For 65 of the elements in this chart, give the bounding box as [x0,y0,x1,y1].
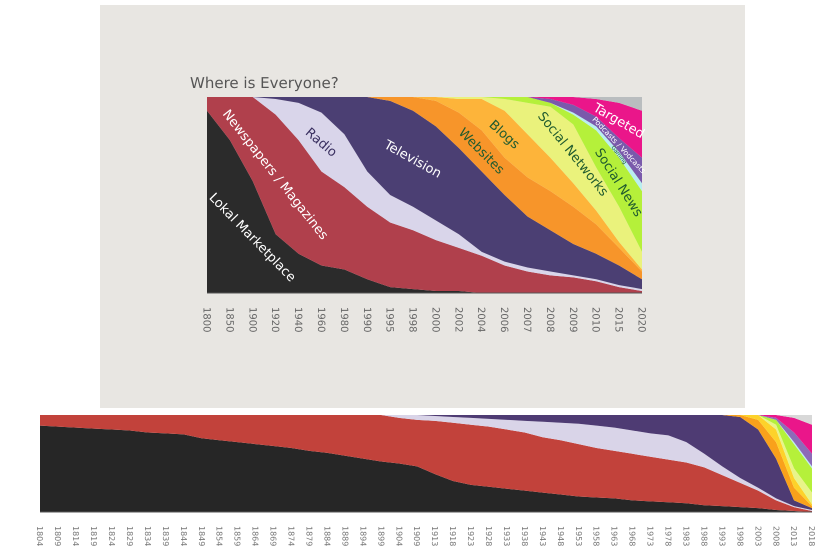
x-tick-label: 1938 [520,526,529,546]
x-tick-label: 1854 [214,526,224,546]
x-tick-label: 1980 [338,307,349,332]
x-tick-label: 2003 [753,526,762,546]
x-tick-label: 1958 [592,526,601,546]
x-tick-label: 1850 [223,307,234,332]
x-tick-label: 1844 [178,526,188,546]
x-tick-label: 2010 [590,307,601,332]
x-tick-label: 2007 [521,307,532,332]
x-tick-label: 1909 [412,526,422,546]
x-tick-label: 2020 [636,307,646,332]
x-tick-label: 2009 [566,307,578,332]
x-tick-label: 1948 [556,526,565,546]
x-tick-label: 1920 [269,307,280,332]
x-tick-label: 1993 [717,526,726,546]
x-tick-label: 1968 [628,526,637,546]
x-tick-label: 1960 [314,307,326,332]
x-tick-label: 1928 [484,526,494,546]
x-tick-label: 1879 [304,526,314,546]
x-tick-label: 1859 [232,526,242,546]
x-tick-label: 1849 [196,526,206,546]
x-tick-label: 2008 [771,526,780,546]
x-tick-label: 2008 [544,307,555,332]
x-tick-label: 1839 [160,526,170,546]
x-tick-label: 1913 [430,526,440,546]
x-tick-label: 1904 [394,526,404,546]
x-tick-label: 1998 [735,526,744,546]
x-tick-label: 1978 [664,526,673,546]
x-tick-label: 1804 [35,526,44,546]
x-tick-label: 1940 [292,307,304,332]
x-tick-label: 1894 [358,526,368,546]
x-tick-label: 1800 [200,307,212,332]
x-tick-label: 1900 [246,307,258,332]
x-tick-label: 1874 [286,526,296,546]
x-tick-label: 2018 [807,526,816,546]
x-tick-label: 1995 [384,307,395,332]
x-tick-label: 1809 [53,526,62,546]
x-tick-label: 1814 [71,526,80,546]
x-tick-label: 1834 [142,526,152,546]
x-tick-label: 1983 [682,526,691,546]
x-tick-label: 1869 [268,526,278,546]
x-tick-label: 1899 [376,526,386,546]
x-tick-label: 1943 [538,526,547,546]
x-tick-label: 1829 [124,526,134,546]
x-tick-label: 1973 [646,526,655,546]
x-tick-label: 1988 [699,526,708,546]
x-tick-label: 2000 [429,307,440,332]
chart-title: Where is Everyone? [190,74,339,92]
x-tick-label: 1824 [107,526,116,546]
x-tick-label: 1819 [89,526,98,546]
x-tick-label: 1963 [610,526,619,546]
x-tick-label: 1923 [466,526,476,546]
x-tick-label: 2013 [789,526,798,546]
x-tick-label: 2006 [498,307,510,332]
x-tick-label: 1953 [574,526,583,546]
x-tick-label: 1864 [250,526,260,546]
x-tick-label: 1998 [406,307,418,332]
x-tick-label: 1889 [340,526,350,546]
x-tick-label: 2015 [612,307,624,332]
x-tick-label: 1990 [360,307,372,332]
x-tick-label: 1933 [502,526,511,546]
x-tick-label: 2004 [475,307,486,332]
x-tick-label: 2002 [452,307,464,332]
x-tick-label: 1918 [448,526,458,546]
x-tick-label: 1884 [322,526,332,546]
